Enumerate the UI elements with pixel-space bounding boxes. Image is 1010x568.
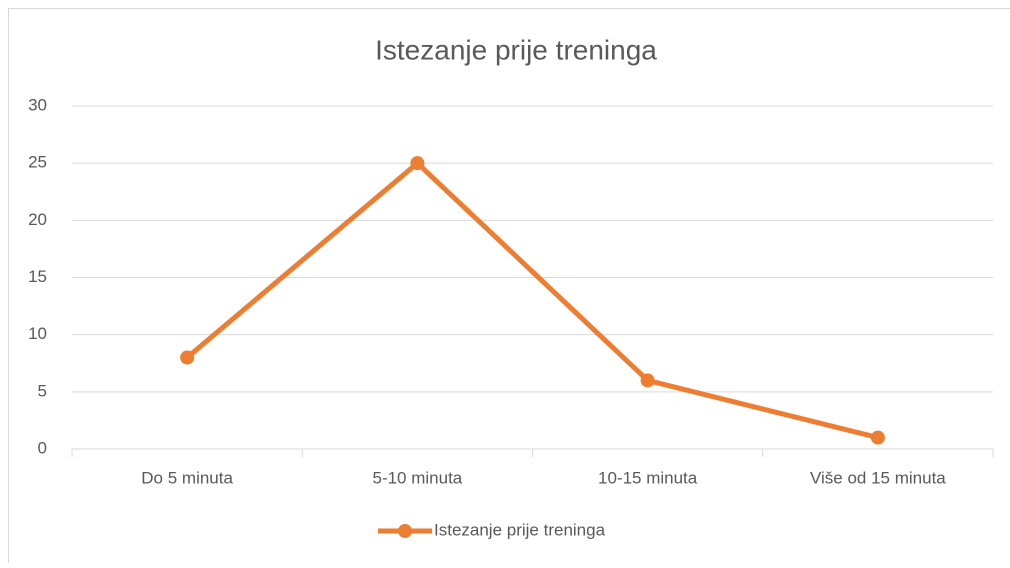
data-point [871,431,885,445]
y-tick-label: 0 [38,438,47,457]
y-tick-label: 30 [28,95,47,114]
y-tick-label: 20 [28,210,47,229]
legend-marker [398,524,412,538]
y-tick-label: 15 [28,267,47,286]
y-tick-label: 25 [28,153,47,172]
legend-label: Istezanje prije treninga [434,520,606,539]
x-tick-label: 10-15 minuta [598,468,698,487]
y-tick-label: 5 [38,381,47,400]
y-tick-label: 10 [28,324,47,343]
data-point [641,373,655,387]
data-point [410,156,424,170]
x-tick-label: Do 5 minuta [141,468,233,487]
x-tick-label: Više od 15 minuta [810,468,946,487]
data-point [180,351,194,365]
chart-title: Istezanje prije treninga [375,34,657,65]
x-tick-label: 5-10 minuta [372,468,462,487]
